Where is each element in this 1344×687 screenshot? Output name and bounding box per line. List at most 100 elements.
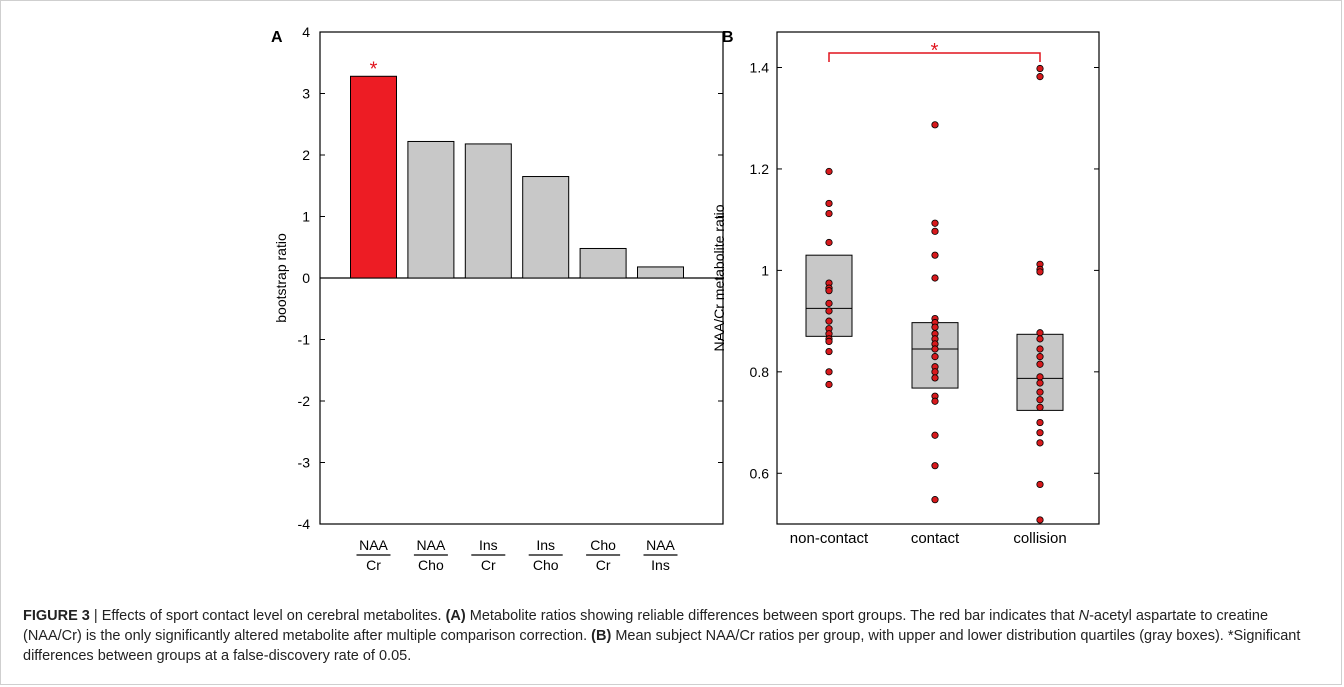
panel-a-ytick-label: 1 <box>302 209 310 225</box>
panel-a-letter: A <box>271 29 283 46</box>
panel-b-data-point <box>825 238 833 247</box>
panel-b-data-point <box>1036 329 1044 337</box>
panel-b-data-point <box>1036 353 1044 361</box>
panel-a-bar <box>579 247 627 279</box>
caption-title: Effects of sport contact level on cerebr… <box>101 608 446 624</box>
panel-b-data-point <box>1036 360 1044 368</box>
panel-b-data-point <box>1036 439 1044 447</box>
panel-b-data-point <box>825 368 833 376</box>
panel-b-data-point <box>931 496 939 504</box>
panel-b-data-point <box>1036 418 1044 427</box>
panel-a-xtick-numerator: Cho <box>590 537 616 553</box>
panel-a-bar <box>407 140 455 279</box>
panel-b-data-point <box>1036 373 1044 381</box>
panel-b-data-point <box>1036 429 1044 437</box>
panel-b-letter: B <box>722 29 734 46</box>
caption-a-label: (A) <box>445 608 466 624</box>
caption-a-text-1: Metabolite ratios showing reliable diffe… <box>465 608 1079 624</box>
panel-a-ytick-label: -1 <box>298 332 311 348</box>
panel-b-data-point <box>931 431 939 439</box>
caption-separator: | <box>89 608 102 624</box>
panel-b-axes-box <box>776 31 1100 525</box>
caption-a-text-2: -acetyl aspartate to creatine (NAA/Cr) i… <box>23 608 1269 644</box>
panel-b-data-point <box>1036 403 1044 411</box>
panel-b-data-point <box>1036 268 1044 276</box>
panel-a-ytick-label: -3 <box>298 455 311 471</box>
panel-b-ytick-label: 1 <box>761 262 769 278</box>
panel-b-data-point <box>1036 480 1044 489</box>
panel-b-data-point <box>825 287 833 295</box>
panel-a-bar <box>464 143 512 279</box>
caption-b-text: Mean subject NAA/Cr ratios per group, wi… <box>23 628 1301 664</box>
panel-a-ytick-label: -4 <box>298 516 311 532</box>
panel-b-data-point <box>931 274 939 282</box>
caption-a-italic: N <box>1078 608 1090 624</box>
panel-a-xtick-numerator: NAA <box>359 537 388 553</box>
panel-a-xtick-denominator: Cr <box>481 557 496 573</box>
panel-b-data-point <box>1036 64 1044 73</box>
panel-b-data-point <box>825 337 833 346</box>
panel-a-xtick-denominator: Cho <box>418 557 444 573</box>
panel-b-data-point <box>931 345 939 353</box>
panel-b-data-point <box>1036 379 1044 387</box>
panel-b-data-point <box>825 299 833 307</box>
panel-a-xtick-denominator: Cr <box>366 557 381 573</box>
panel-b-data-point <box>931 374 939 382</box>
caption-b-label: (B) <box>591 628 612 644</box>
panel-a-ytick-label: 2 <box>302 147 310 163</box>
panel-b-data-point <box>1036 335 1044 343</box>
caption-figure-label: FIGURE 3 <box>23 608 90 624</box>
panel-a-xtick-denominator: Ins <box>651 557 670 573</box>
panel-b-significance-marker: * <box>931 40 939 62</box>
panel-b-data-point <box>825 317 833 325</box>
panel-b-data-point <box>931 323 939 331</box>
panel-a-bar <box>522 176 570 279</box>
panel-b-ylabel: NAA/Cr metabolite ratio <box>711 204 727 351</box>
panel-b-xtick-label: collision <box>1013 530 1066 547</box>
panel-a-xtick-numerator: NAA <box>417 537 446 553</box>
panel-b-data-point <box>1036 388 1044 396</box>
panel-b-data-point <box>1036 345 1044 353</box>
panel-a-ylabel: bootstrap ratio <box>273 233 289 323</box>
panel-b-data-point <box>931 368 939 376</box>
panel-b-scatter-chart: B 0.6 0.8 1 1.2 1.4 NAA/Cr metabolite ratio non… <box>711 29 1100 547</box>
panel-b-data-point <box>825 167 833 176</box>
panel-a-xtick-numerator: Ins <box>479 537 498 553</box>
panel-a-xtick-denominator: Cho <box>533 557 559 573</box>
panel-a-bar <box>350 75 397 279</box>
panel-b-data-point <box>931 251 939 259</box>
panel-b-data-point <box>931 219 939 227</box>
panel-b-significance-bracket <box>828 52 1041 62</box>
panel-b-ytick-label: 0.8 <box>750 364 770 380</box>
panel-a-significance-marker: * <box>370 58 378 80</box>
panel-b-data-point <box>825 380 833 389</box>
figure-caption: FIGURE 3 | Effects of sport contact leve… <box>23 606 1328 666</box>
panel-a-ytick-label: -2 <box>298 393 311 409</box>
panel-b-data-point <box>825 199 833 208</box>
panel-a-ytick-label: 0 <box>302 270 310 286</box>
panel-b-data-point <box>931 397 939 405</box>
figure-charts: A -4 -3 -2 -1 0 1 2 3 4 bootstrap ratio NAA Cr * NAA Ch… <box>271 24 1100 573</box>
panel-a-xtick-numerator: NAA <box>646 537 675 553</box>
panel-b-data-point <box>931 353 939 361</box>
panel-b-data-point <box>1036 516 1044 524</box>
panel-b-data-point <box>1036 73 1044 81</box>
panel-b-data-point <box>1036 396 1044 404</box>
panel-b-ytick-label: 0.6 <box>750 465 770 481</box>
panel-b-data-point <box>825 307 833 315</box>
panel-b-xtick-label: non-contact <box>790 530 869 547</box>
panel-b-xtick-label: contact <box>911 530 960 547</box>
panel-b-data-point <box>931 462 939 470</box>
panel-b-ytick-label: 1.2 <box>750 161 770 177</box>
panel-a-bar <box>637 266 684 279</box>
panel-b-ytick-label: 1.4 <box>750 60 770 76</box>
panel-b-data-point <box>825 209 833 218</box>
panel-b-data-point <box>825 347 833 356</box>
panel-a-xtick-denominator: Cr <box>596 557 611 573</box>
panel-b-data-point <box>931 121 939 129</box>
panel-b-data-point <box>931 227 939 235</box>
panel-a-ytick-label: 4 <box>302 24 310 40</box>
panel-a-bar-chart: A -4 -3 -2 -1 0 1 2 3 4 bootstrap ratio NAA Cr * NAA Ch… <box>271 24 724 573</box>
panel-a-ytick-label: 3 <box>302 86 310 102</box>
